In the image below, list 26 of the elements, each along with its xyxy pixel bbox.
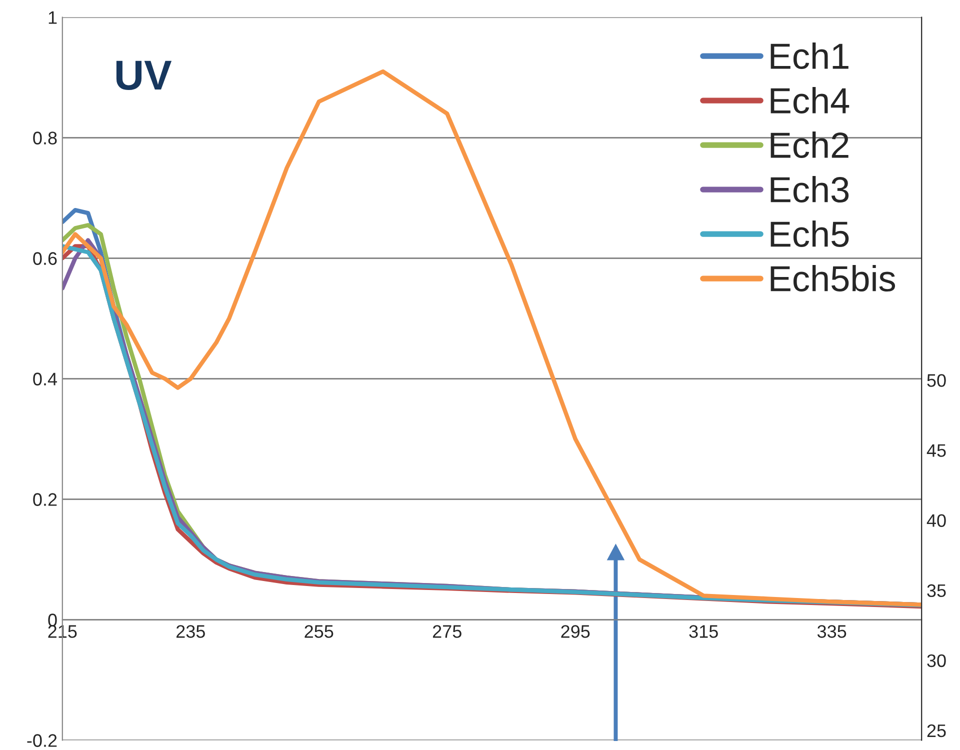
legend-label: Ech5: [770, 220, 849, 248]
y2-tick-label: 45: [926, 444, 946, 457]
x-tick-label: 335: [817, 625, 846, 638]
x-tick-label: 315: [689, 625, 718, 638]
y2-tick-label: 50: [927, 374, 946, 387]
y-tick-label: 0.8: [33, 132, 57, 144]
y2-tick-label: 40: [926, 514, 946, 527]
y2-tick-label: 25: [927, 724, 946, 738]
legend-label: Ech1: [770, 42, 848, 70]
x-tick-label: 235: [176, 625, 205, 638]
y-tick-label: 0.4: [33, 372, 58, 386]
y-tick-label: 1: [48, 11, 57, 24]
legend-label: Ech3: [770, 176, 849, 203]
y-tick-label: 0: [48, 614, 57, 626]
y-tick-label: 0.6: [33, 252, 57, 265]
legend-label: Ech4: [770, 87, 850, 114]
y-tick-label: -0.2: [27, 734, 57, 747]
legend-label: Ech5bis: [770, 265, 896, 292]
y-tick-label: 0.2: [33, 493, 57, 506]
y2-tick-label: 30: [927, 654, 946, 668]
x-tick-label: 295: [561, 625, 590, 638]
y2-tick-label: 35: [927, 584, 946, 598]
annotation: UV: [116, 60, 172, 90]
x-tick-label: 275: [432, 625, 462, 638]
legend-label: Ech2: [770, 132, 848, 158]
x-tick-label: 255: [304, 625, 334, 638]
